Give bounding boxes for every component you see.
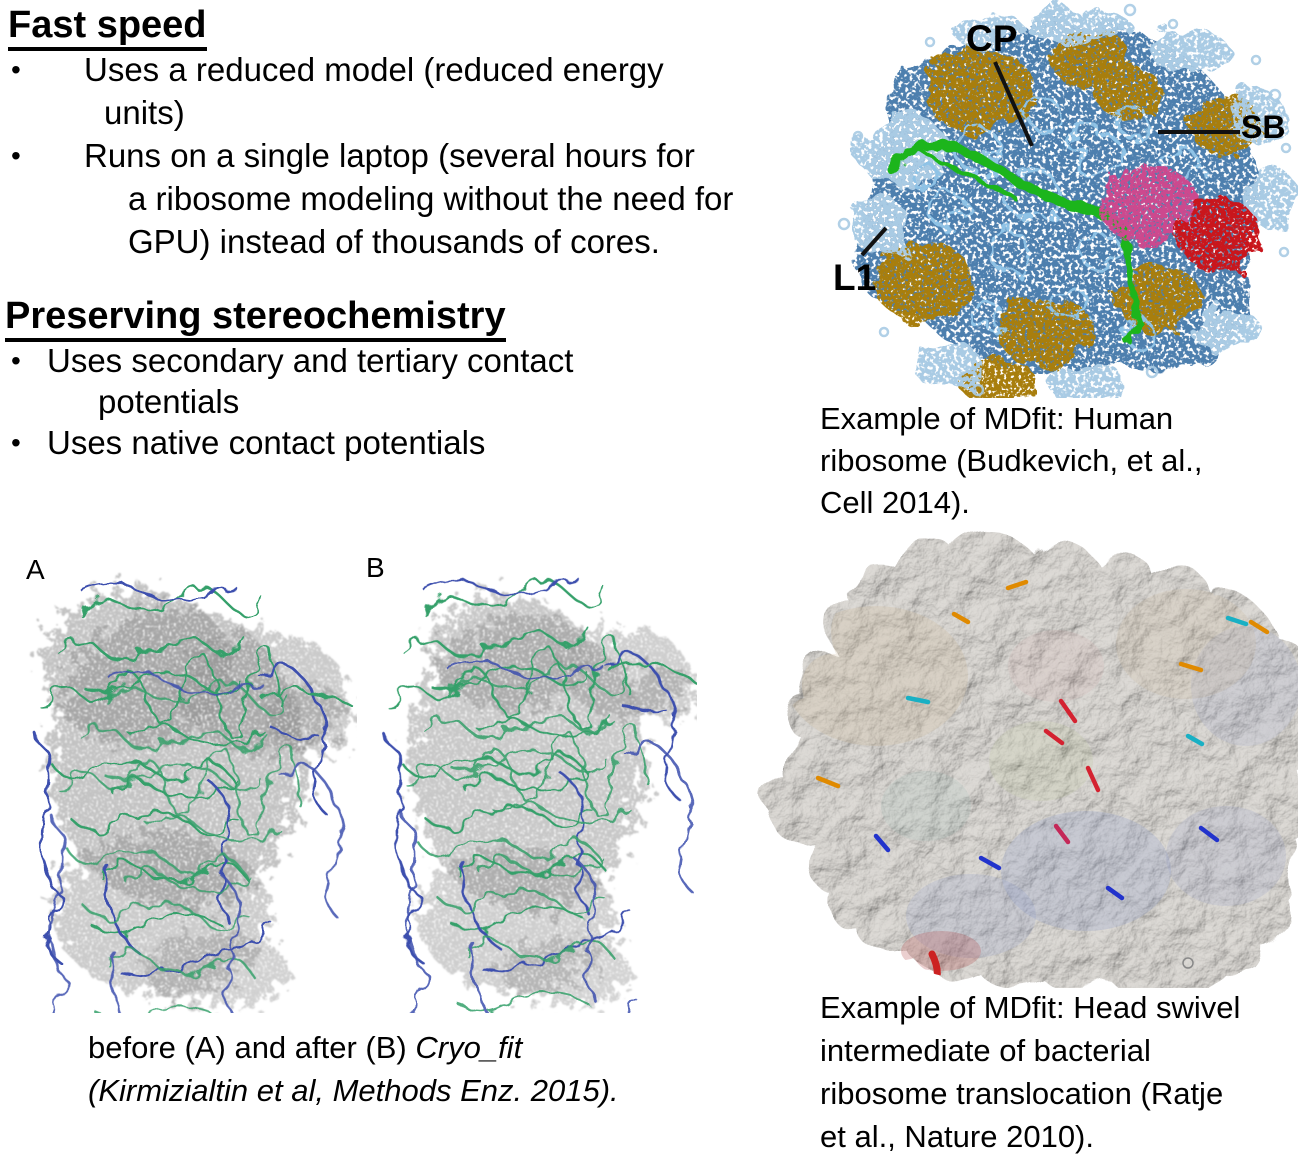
panel-b-art [380, 569, 697, 1013]
bullet-line: units) [104, 94, 185, 131]
caption-line: ribosome translocation (Ratje [820, 1076, 1224, 1111]
fast-speed-heading: Fast speed [8, 4, 207, 51]
caption-line: ribosome (Budkevich, et al., [820, 443, 1203, 478]
sb-label: SB [1241, 109, 1286, 145]
bullet-line: Uses a reduced model (reduced energy [84, 51, 664, 88]
surface-art [763, 538, 1298, 988]
panel-a-arm-strands [260, 687, 356, 739]
bullet-item: • Runs on a single laptop (several hours… [8, 134, 733, 263]
bullet-line: potentials [98, 383, 240, 420]
l1-leader-line [860, 226, 888, 257]
human-ribosome-caption: Example of MDfit: Human ribosome (Budkev… [820, 398, 1203, 524]
caption-line: before (A) and after (B) Cryo_fit [88, 1026, 619, 1069]
caption-line: (Kirmizialtin et al, Methods Enz. 2015). [88, 1073, 619, 1108]
bullet-marker: • [11, 345, 21, 376]
bullet-line: Runs on a single laptop (several hours f… [84, 137, 695, 174]
bullet-line: GPU) instead of thousands of cores. [128, 223, 660, 260]
caption-line: intermediate of bacterial [820, 1033, 1151, 1068]
head-swivel-figure [763, 538, 1298, 988]
satellite-specks [837, 3, 1292, 398]
panel-b-arm-strands [605, 660, 697, 714]
bullet-line: Uses secondary and tertiary contact [47, 342, 574, 379]
caption-line: et al., Nature 2010). [820, 1119, 1094, 1154]
bullet-item: • Uses a reduced model (reduced energy u… [8, 48, 733, 134]
stereochemistry-bullets: • Uses secondary and tertiary contact po… [8, 340, 573, 463]
head-swivel-caption: Example of MDfit: Head swivel intermedia… [820, 986, 1240, 1158]
bullet-marker: • [11, 54, 21, 85]
trna-green-strand [885, 141, 1141, 344]
leader-lines [860, 61, 1240, 257]
caption-line: Example of MDfit: Human [820, 401, 1174, 436]
caption-line: Example of MDfit: Head swivel [820, 990, 1241, 1025]
bullet-item: • Uses secondary and tertiary contact po… [8, 340, 573, 422]
stereochemistry-heading-text: Preserving stereochemistry [5, 295, 506, 342]
fast-speed-heading-text: Fast speed [8, 4, 207, 51]
panel-a-label: A [26, 554, 45, 585]
mesh-light-fringe [852, 4, 1296, 398]
cp-leader-line [993, 61, 1034, 147]
bullet-marker: • [11, 427, 21, 458]
fast-speed-bullets: • Uses a reduced model (reduced energy u… [8, 48, 733, 263]
caption-line: Cell 2014). [820, 485, 970, 520]
ribosome-mesh-art [837, 3, 1296, 398]
density-cloud [409, 595, 697, 1005]
human-ribosome-figure [837, 3, 1296, 398]
protein-pink-patch [1100, 166, 1200, 246]
surface-tints [784, 579, 1298, 986]
cryo-fit-panel-b [352, 548, 697, 1013]
stereochemistry-heading: Preserving stereochemistry [5, 295, 506, 342]
bullet-line: Uses native contact potentials [47, 424, 486, 461]
bullet-item: • Uses native contact potentials [8, 422, 573, 463]
cryo-fit-caption: before (A) and after (B) Cryo_fit (Kirmi… [88, 1026, 619, 1112]
bullet-line: a ribosome modeling without the need for [128, 180, 734, 217]
density-cloud [42, 590, 356, 1006]
fitted-residue-dashes [815, 579, 1270, 901]
l1-label: L1 [833, 257, 877, 298]
caption-text: before (A) and after (B) [88, 1030, 416, 1065]
bullet-marker: • [11, 140, 21, 171]
cp-label: CP [966, 18, 1018, 59]
protein-red-patch [1178, 196, 1258, 272]
panel-a-art [38, 583, 356, 1013]
cryo-fit-panel-a [12, 548, 356, 1013]
small-circle-marker [1182, 957, 1194, 969]
caption-text-italic: Cryo_fit [415, 1030, 523, 1065]
panel-b-label: B [366, 552, 385, 583]
